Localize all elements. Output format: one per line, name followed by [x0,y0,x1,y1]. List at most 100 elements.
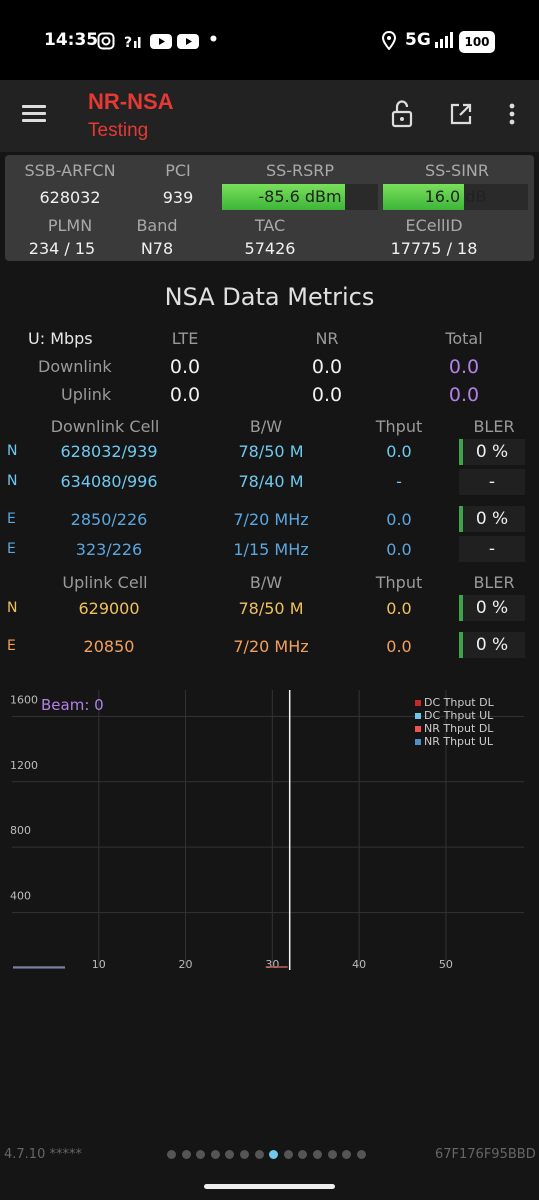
ul-header-cell: Uplink Cell [62,573,148,592]
downlink-label: Downlink [38,357,112,376]
uplink-label: Uplink [61,385,112,404]
header-ssb-arfcn: SSB-ARFCN [24,161,116,180]
page-dot[interactable] [181,1150,191,1159]
page-dot[interactable] [342,1150,352,1159]
sinr-value: 16.0 dB [424,187,487,206]
legend-swatch [415,739,421,745]
dl-row-3-bw: 7/20 MHz [233,510,309,529]
x-tick-label: 10 [92,958,106,971]
uplink-lte: 0.0 [169,384,201,406]
col-total: Total [445,329,483,348]
page-dot[interactable] [313,1150,322,1159]
tac-value: 57426 [244,239,296,258]
dl-row-1-tag: N [7,443,18,459]
dl-row-4-bw: 1/15 MHz [233,540,309,559]
gesture-nav-bar[interactable] [204,1184,335,1189]
notification-dot: • [208,30,219,50]
ssb-arfcn-value: 628032 [39,188,101,207]
legend-label: NR Thput UL [424,735,494,748]
ul-row-2-cell: 20850 [83,637,135,656]
dl-row-3-tag: E [7,511,16,527]
page-dot[interactable] [210,1150,220,1159]
app-bar: NR-NSA Testing [0,80,539,152]
signal-question-icon: ? [124,35,141,50]
youtube-icon [150,34,172,49]
dl-row-1-bler-value: 0 % [475,442,509,462]
page-dot[interactable] [196,1150,206,1159]
uplink-nr: 0.0 [311,384,343,406]
page-dot[interactable] [269,1150,279,1159]
chart-legend: DC Thput DL DC Thput UL NR Thput DL NR Thpu… [415,696,494,748]
rsrp-bar: -85.6 dBm [222,184,378,210]
ul-row-1-bw: 78/50 M [238,599,304,618]
status-bar: 14:35 ? • 5G 100 [0,0,539,80]
rsrp-value: -85.6 dBm [258,187,342,206]
throughput-chart: 10 20 30 40 50 400 800 1200 1600 Beam: 0 DC Thpu… [0,680,539,980]
page-indicator[interactable] [167,1150,367,1160]
y-tick-label: 400 [10,890,31,903]
x-tick-label: 50 [439,958,453,971]
dl-row-4-bler-value: - [488,539,496,559]
dl-row-4-tag: E [7,541,16,557]
page-dot[interactable] [225,1150,235,1159]
battery-icon: 100 [459,31,495,53]
ul-header-thput: Thput [375,573,423,592]
legend-label: DC Thput UL [424,709,494,722]
rsrp-bar-fill [222,184,346,210]
x-tick-label: 20 [179,958,193,971]
beam-annotation: Beam: 0 [41,696,104,714]
signal-bars-icon [435,32,453,48]
location-icon [382,31,396,50]
dl-row-2-bler-value: - [488,472,496,492]
instagram-icon [97,32,115,50]
ul-row-1-bler-value: 0 % [475,598,509,618]
dl-row-1-bler: 0 % [459,439,525,465]
dl-row-2-thput: - [396,472,402,491]
throughput-chart-svg: 10 20 30 40 50 400 800 1200 1600 [10,690,524,971]
page-dot[interactable] [254,1150,264,1159]
ul-row-2-thput: 0.0 [386,637,412,656]
dl-row-1-cell: 628032/939 [60,442,158,461]
dl-row-4-bler: - [459,536,525,562]
ul-row-2-bw: 7/20 MHz [233,637,309,656]
pci-value: 939 [162,188,194,207]
legend-item: DC Thput DL [415,696,494,709]
header-ss-sinr: SS-SINR [424,161,490,180]
app-title: NR-NSA [88,89,174,114]
header-band: Band [136,216,178,235]
x-tick-label: 30 [265,958,279,971]
dl-row-3-bler-value: 0 % [475,509,509,529]
page-dot[interactable] [298,1150,308,1159]
device-id: 67F176F95BBD [435,1147,536,1162]
menu-icon[interactable] [22,101,46,126]
legend-item: NR Thput DL [415,722,494,735]
network-type: 5G [405,30,431,50]
ul-row-1-tag: N [7,600,18,616]
dl-row-4-thput: 0.0 [386,540,412,559]
unit-label: U: Mbps [28,329,93,348]
header-ss-rsrp: SS-RSRP [265,161,335,180]
x-tick-label: 40 [352,958,366,971]
page-dot[interactable] [240,1150,249,1159]
page-dot[interactable] [356,1150,366,1159]
header-plmn: PLMN [47,216,93,235]
dl-row-1-bw: 78/50 M [238,442,304,461]
open-external-icon[interactable] [449,102,473,126]
page-dot[interactable] [327,1150,337,1159]
dl-header-bler: BLER [473,417,515,436]
uplink-total: 0.0 [448,384,480,406]
dl-header-thput: Thput [375,417,423,436]
dl-row-3-thput: 0.0 [386,510,412,529]
ul-row-2-bler-value: 0 % [475,635,509,655]
cell-info-panel: SSB-ARFCN PCI SS-RSRP SS-SINR 628032 939… [5,155,534,261]
header-ecellid: ECellID [405,216,463,235]
dl-row-2-bw: 78/40 M [238,472,304,491]
page-dot[interactable] [283,1150,293,1159]
ul-row-2-tag: E [7,638,16,654]
page-dot[interactable] [167,1150,176,1159]
col-nr: NR [315,329,339,348]
dl-row-4-cell: 323/226 [75,540,143,559]
legend-item: NR Thput UL [415,735,494,748]
lock-open-icon[interactable] [391,100,413,128]
more-vert-icon[interactable] [507,102,517,126]
